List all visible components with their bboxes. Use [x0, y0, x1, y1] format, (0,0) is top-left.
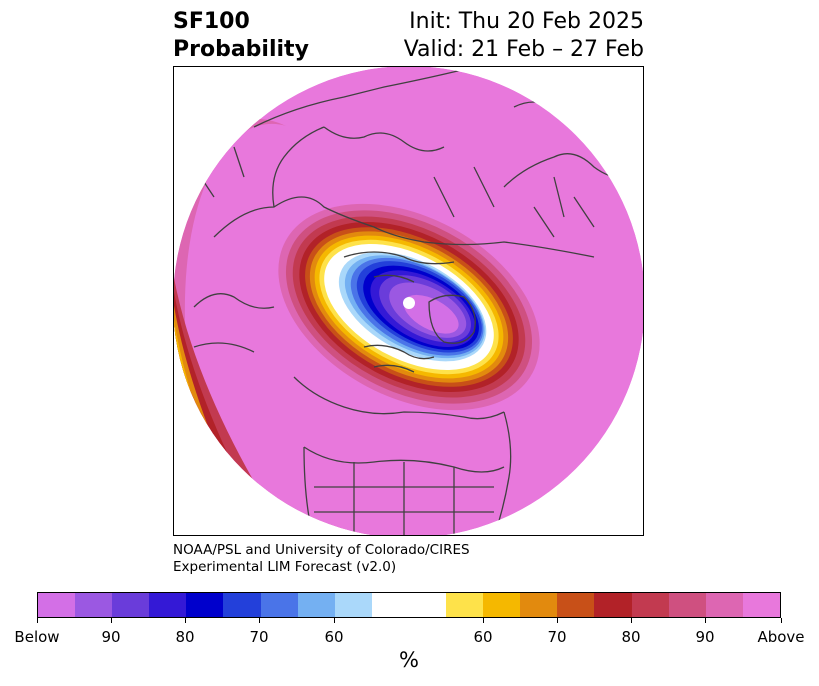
probability-map	[174, 67, 643, 535]
colorbar-segment	[297, 593, 335, 617]
colorbar-tick-label: Above	[757, 628, 805, 646]
colorbar-segment	[594, 593, 632, 617]
colorbar-tick-label: 60	[473, 628, 493, 646]
colorbar-segment	[112, 593, 150, 617]
colorbar-segment	[334, 593, 372, 617]
colorbar-segment	[705, 593, 743, 617]
colorbar-segment	[483, 593, 521, 617]
colorbar-segment	[371, 593, 409, 617]
map-title-left: SF100 Probability	[173, 8, 309, 64]
colorbar-unit: %	[399, 648, 419, 672]
colorbar-tick	[781, 618, 782, 623]
colorbar-segment	[38, 593, 76, 617]
colorbar-tick	[259, 618, 260, 623]
colorbar-tick-label: 90	[695, 628, 715, 646]
colorbar-tick	[334, 618, 335, 623]
variable-name: SF100	[173, 9, 250, 34]
colorbar-tick	[705, 618, 706, 623]
colorbar-segment	[408, 593, 447, 617]
colorbar-segment	[223, 593, 261, 617]
colorbar-tick	[631, 618, 632, 623]
colorbar-tick-label: 80	[621, 628, 641, 646]
colorbar-tick-label: 70	[249, 628, 269, 646]
colorbar-segment	[446, 593, 484, 617]
colorbar-segment	[668, 593, 706, 617]
variable-type: Probability	[173, 37, 309, 62]
colorbar-segment	[631, 593, 669, 617]
colorbar-ticks: Below 90 80 70 60 60 70 80 90 Above	[0, 618, 819, 648]
colorbar-tick	[37, 618, 38, 623]
colorbar-segment	[149, 593, 187, 617]
north-pole-marker	[403, 297, 415, 309]
credit-line-1: NOAA/PSL and University of Colorado/CIRE…	[173, 542, 470, 558]
colorbar-segment	[520, 593, 558, 617]
colorbar-tick	[185, 618, 186, 623]
map-title-right: Init: Thu 20 Feb 2025 Valid: 21 Feb – 27…	[404, 8, 644, 64]
colorbar-tick-label: Below	[14, 628, 60, 646]
credit-line-2: Experimental LIM Forecast (v2.0)	[173, 559, 397, 575]
credit-text: NOAA/PSL and University of Colorado/CIRE…	[173, 542, 470, 576]
colorbar-tick-label: 90	[101, 628, 121, 646]
init-date: Init: Thu 20 Feb 2025	[409, 9, 644, 34]
colorbar-segment	[260, 593, 298, 617]
colorbar-segment	[742, 593, 780, 617]
colorbar-segment	[557, 593, 595, 617]
colorbar	[37, 592, 781, 618]
colorbar-segment	[186, 593, 224, 617]
map-panel	[173, 66, 644, 536]
colorbar-tick-label: 70	[547, 628, 567, 646]
colorbar-tick-label: 60	[324, 628, 344, 646]
colorbar-tick	[111, 618, 112, 623]
valid-range: Valid: 21 Feb – 27 Feb	[403, 37, 644, 62]
coastlines	[193, 67, 643, 535]
colorbar-tick	[557, 618, 558, 623]
colorbar-tick-label: 80	[175, 628, 195, 646]
colorbar-segment	[75, 593, 113, 617]
colorbar-tick	[483, 618, 484, 623]
